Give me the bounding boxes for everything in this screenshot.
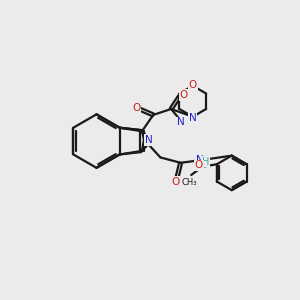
Text: O: O: [189, 80, 197, 90]
Text: N: N: [145, 135, 152, 145]
Text: CH₃: CH₃: [182, 178, 197, 187]
Text: O: O: [179, 90, 188, 100]
Text: N: N: [189, 113, 197, 123]
Text: O: O: [195, 160, 203, 170]
Text: H: H: [202, 157, 209, 166]
Text: O: O: [172, 177, 180, 187]
Text: N: N: [196, 154, 203, 164]
Text: N: N: [177, 117, 185, 128]
Text: O: O: [132, 103, 140, 113]
